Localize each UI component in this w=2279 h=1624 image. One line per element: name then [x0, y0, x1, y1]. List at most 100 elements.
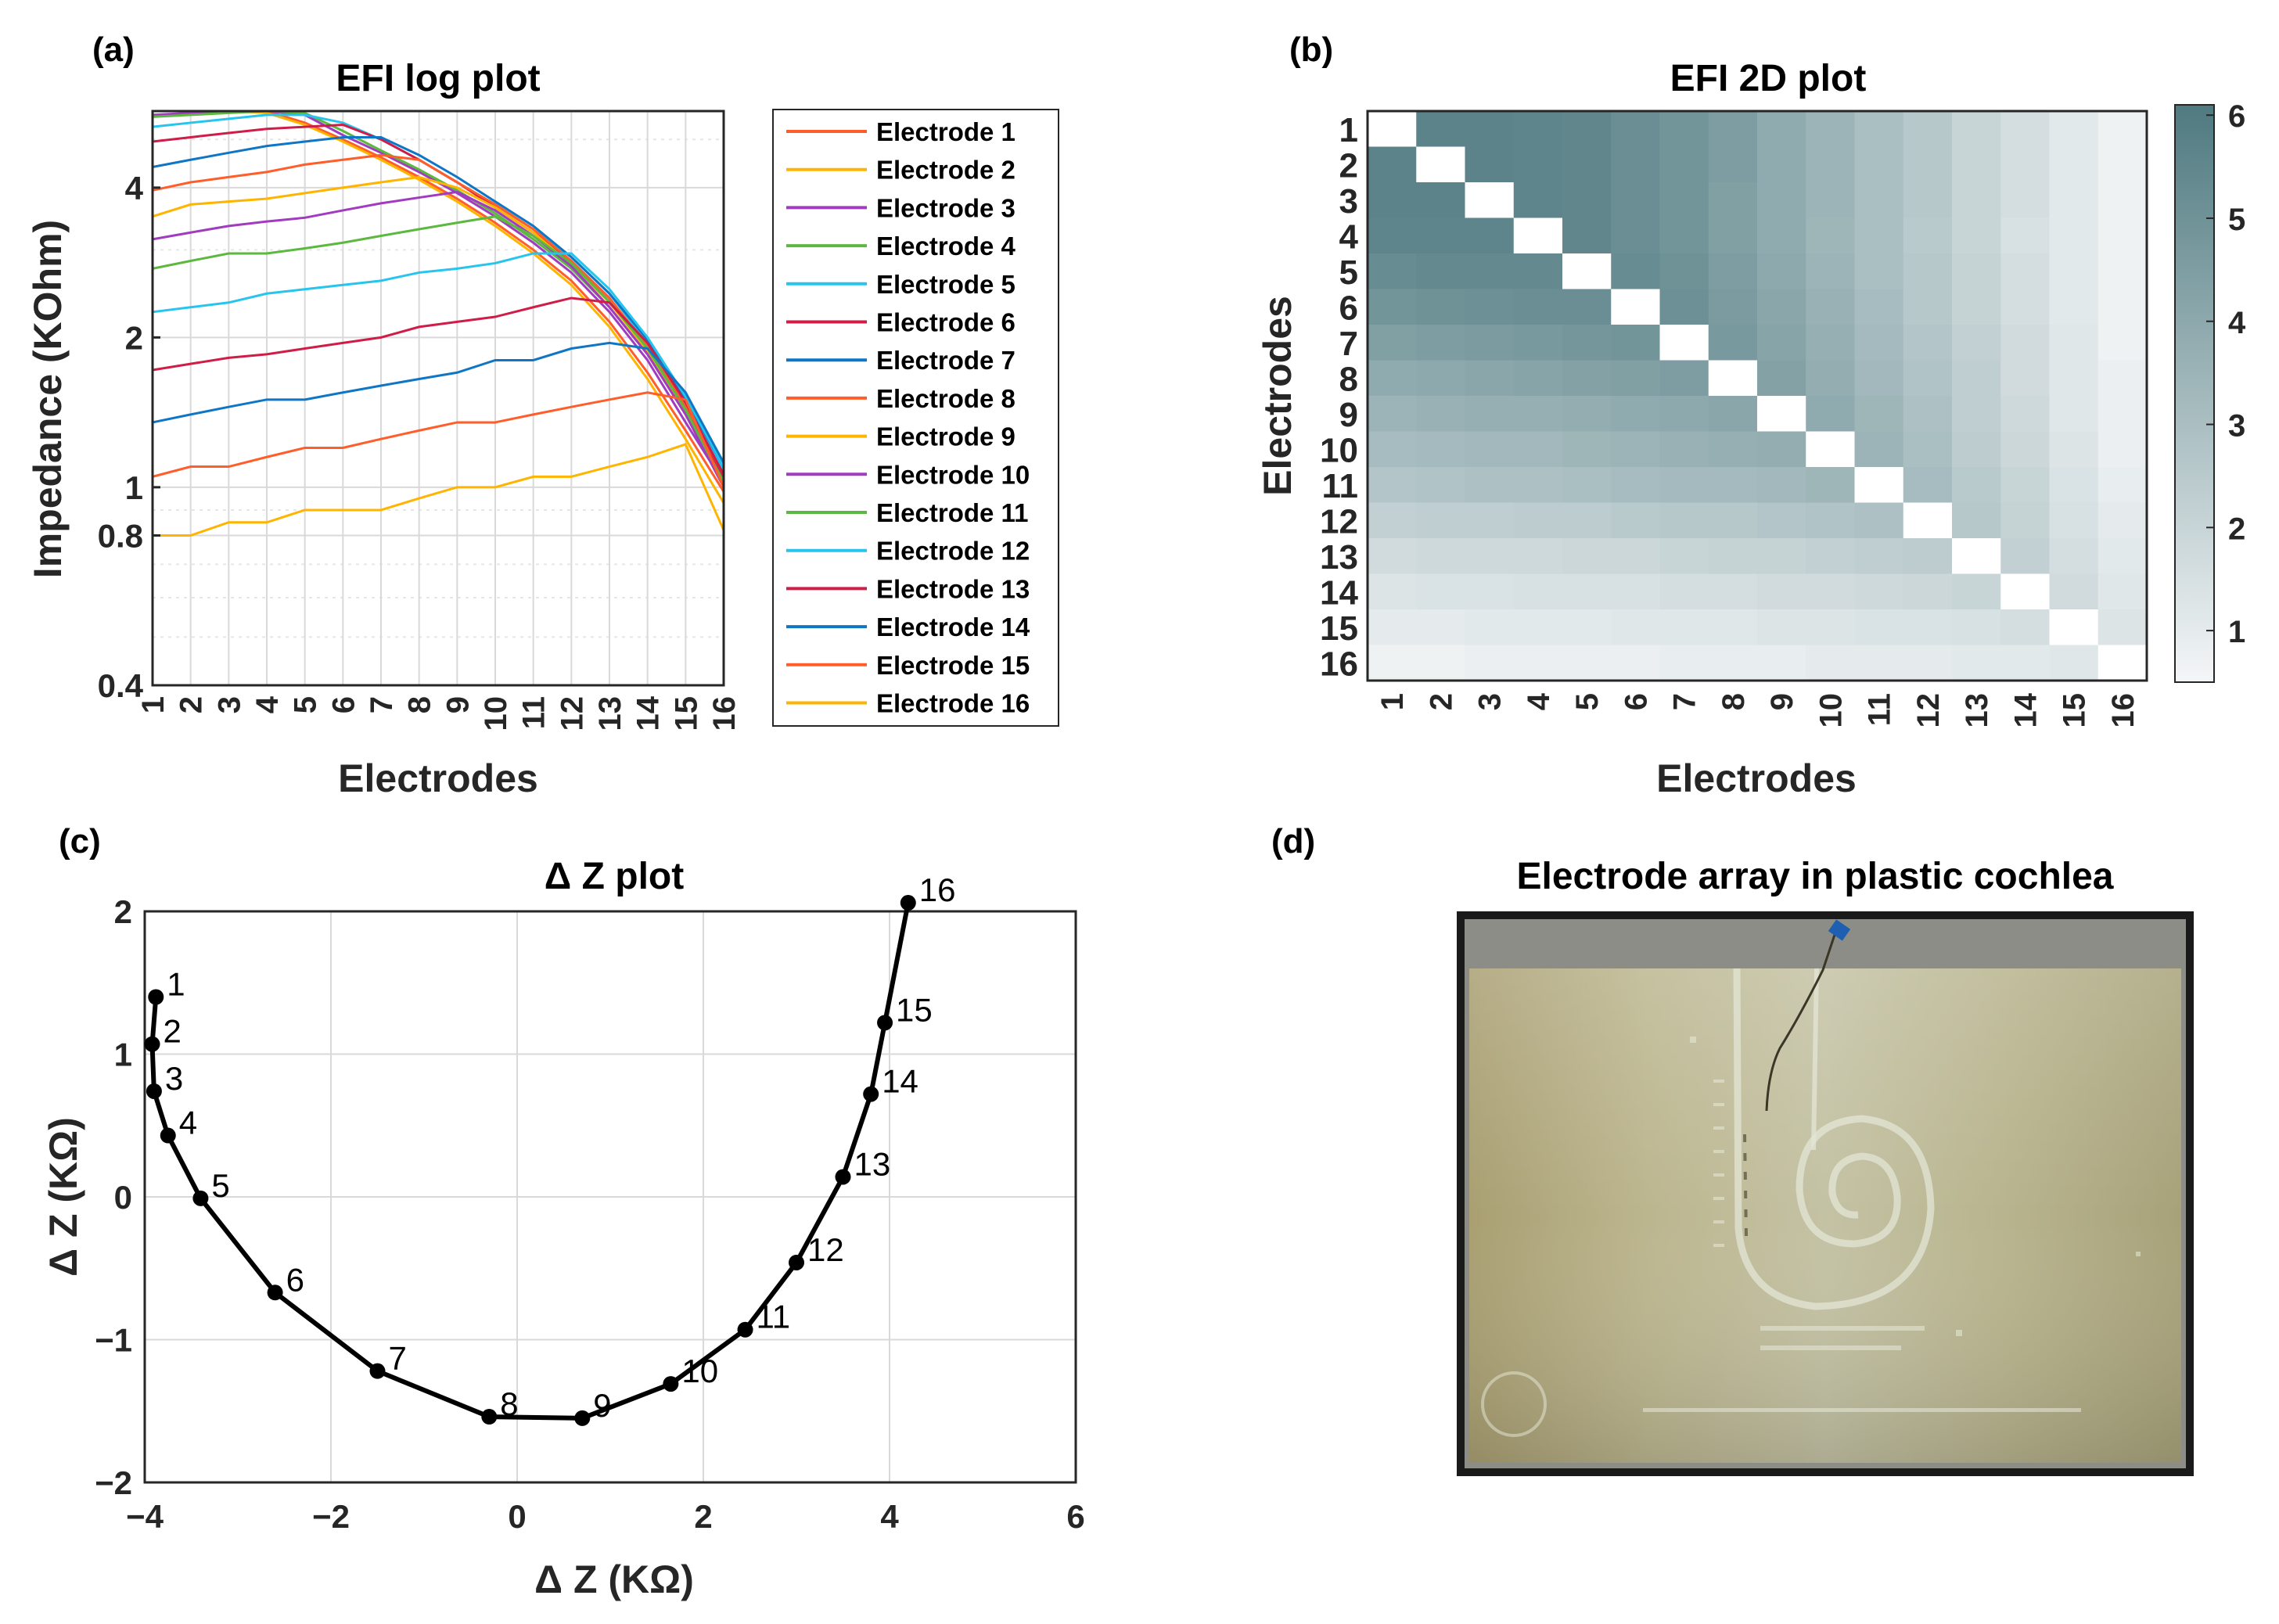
xtick-label: 10	[479, 696, 513, 731]
legend-label: Electrode 7	[876, 346, 1015, 375]
heatmap-cell	[1513, 289, 1563, 325]
plate-shading	[1469, 968, 2181, 1463]
heatmap-cell	[1465, 467, 1515, 504]
heatmap-cell	[1368, 573, 1417, 610]
data-point	[146, 1083, 162, 1099]
series-line-electrode-14	[152, 341, 725, 464]
heatmap-cell	[1416, 111, 1466, 148]
photo-title: Electrode array in plastic cochlea	[1516, 856, 2113, 897]
data-point	[877, 1015, 893, 1031]
ytick-label: 1	[114, 1037, 132, 1073]
xtick-label: 6	[1619, 693, 1653, 710]
heatmap-cell	[1854, 182, 1904, 219]
data-point	[481, 1409, 498, 1425]
xtick-label: 1	[1375, 693, 1410, 710]
heatmap-cell	[1659, 182, 1709, 219]
point-label: 6	[286, 1261, 304, 1298]
heatmap-cell	[1903, 645, 1953, 681]
series-line-electrode-11	[152, 215, 725, 484]
heatmap-cell	[2097, 111, 2148, 148]
heatmap-cell	[1562, 645, 1612, 681]
data-point	[160, 1127, 176, 1144]
heatmap-cell	[1757, 289, 1806, 325]
heatmap-cell	[1659, 217, 1709, 254]
ytick-label: 14	[1320, 573, 1358, 612]
ytick-label: 11	[1321, 467, 1358, 505]
chart-b-xlabel: Electrodes	[1656, 756, 1857, 800]
series-line-electrode-5	[152, 113, 725, 472]
heatmap-cell	[1562, 396, 1612, 433]
heatmap-cell	[1368, 360, 1417, 397]
heatmap-cell	[1513, 502, 1563, 539]
data-point	[835, 1169, 851, 1185]
heatmap-cell	[1806, 182, 1856, 219]
series-line-electrode-12	[152, 252, 725, 468]
heatmap-cell	[1806, 146, 1856, 183]
xtick-label: 12	[1911, 693, 1946, 728]
heatmap-cell	[1903, 325, 1953, 361]
point-label: 14	[882, 1063, 918, 1100]
heatmap-cell	[1368, 431, 1417, 468]
heatmap-cell	[1757, 111, 1806, 148]
data-point	[900, 895, 916, 911]
series-line-electrode-13	[152, 296, 725, 476]
panel-a-label: (a)	[92, 31, 135, 69]
heatmap-cell	[1659, 502, 1709, 539]
heatmap-cell	[1465, 289, 1515, 325]
panel-b-label: (b)	[1289, 31, 1333, 69]
heatmap-cell	[1854, 538, 1904, 575]
point-label: 9	[593, 1387, 611, 1424]
heatmap-cell	[1806, 431, 1856, 468]
heatmap-cell	[1513, 217, 1563, 254]
heatmap-cell	[1416, 360, 1466, 397]
chart-a-yticks: 0.4 0.8 1 2 4	[98, 170, 160, 704]
chart-a-legend: Electrode 1 Electrode 2 Electrode 3 Electro…	[772, 109, 1059, 727]
heatmap-cell	[2049, 645, 2099, 681]
heatmap-cell	[2097, 146, 2148, 183]
ytick-label: 0	[114, 1179, 132, 1216]
heatmap-cell	[2000, 645, 2051, 681]
heatmap-cell	[1757, 325, 1806, 361]
xtick-label: 1	[136, 696, 171, 713]
xtick-label: 5	[1570, 693, 1605, 710]
heatmap-cell	[1708, 573, 1758, 610]
chart-a-ylabel: Impedance (KOhm)	[26, 220, 70, 578]
heatmap-cell	[1611, 111, 1661, 148]
heatmap-cell	[1562, 111, 1612, 148]
data-point	[148, 989, 164, 1005]
heatmap-cell	[1513, 182, 1563, 219]
ytick-label: 2	[125, 319, 143, 356]
heatmap-cell	[1952, 573, 2001, 610]
xtick-label: 7	[365, 696, 399, 713]
legend-label: Electrode 16	[876, 689, 1030, 718]
xtick-label: 14	[631, 695, 666, 731]
heatmap-cell	[1611, 502, 1661, 539]
ytick-label: 6	[1339, 289, 1358, 327]
heatmap-cell	[2097, 431, 2148, 468]
xtick-label: 10	[1813, 693, 1848, 728]
xtick-label: 3	[212, 696, 246, 713]
heatmap-cell	[1903, 182, 1953, 219]
xtick-label: 11	[517, 696, 552, 729]
heatmap-cell	[1757, 431, 1806, 468]
heatmap-cell	[1513, 538, 1563, 575]
heatmap-cell	[1854, 396, 1904, 433]
heatmap-cell	[1465, 502, 1515, 539]
heatmap-cell	[1416, 146, 1466, 183]
xtick-label: 4	[880, 1498, 899, 1535]
heatmap-cell	[2000, 182, 2051, 219]
heatmap-cell	[1513, 431, 1563, 468]
ytick-label: 16	[1320, 645, 1358, 683]
heatmap-cell	[1659, 325, 1709, 361]
heatmap-cell	[2097, 396, 2148, 433]
heatmap-cell	[1854, 645, 1904, 681]
panel-b: (b) EFI 2D plot 12345678910111213141516 …	[1256, 31, 2246, 800]
heatmap-cell	[1513, 253, 1563, 290]
heatmap-cell	[1416, 467, 1466, 504]
xtick-label: 14	[2008, 692, 2043, 728]
heatmap-cell	[1708, 467, 1758, 504]
heatmap-cell	[1611, 217, 1661, 254]
